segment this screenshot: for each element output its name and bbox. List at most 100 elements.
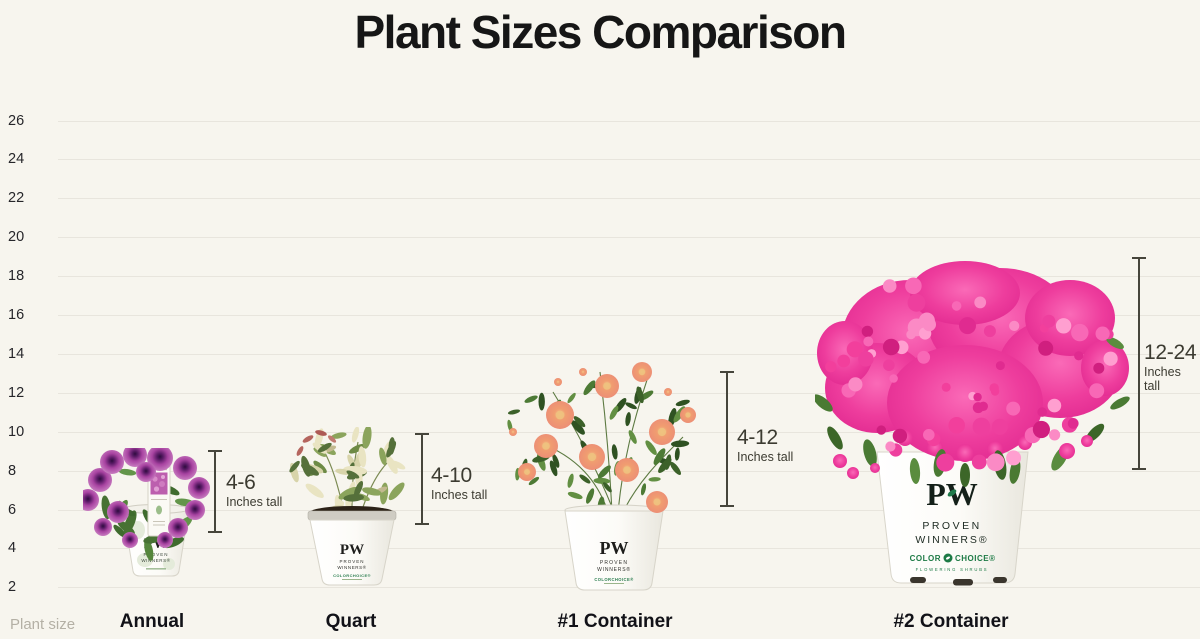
leaf-shape [362, 487, 382, 496]
leaf-shape [567, 392, 576, 404]
pot-proven-text: PROVEN [143, 552, 168, 557]
blossom-shape [905, 277, 922, 295]
leaf-shape [628, 430, 637, 444]
pot-choice-text: CHOICE® [955, 554, 996, 563]
height-range: 4-10 [431, 464, 472, 487]
leaf-shape [331, 432, 347, 439]
leaf-shape [658, 458, 672, 473]
leaf-shape [567, 491, 583, 500]
blossom-shape [892, 428, 908, 444]
leaf-shape [602, 482, 612, 493]
leaf-shape [538, 392, 545, 411]
quart-red-tips [296, 430, 337, 456]
leaf-shape [118, 468, 137, 476]
leaf-shape [609, 405, 619, 420]
leaf-shape [597, 465, 611, 479]
blossom-shape [978, 401, 988, 411]
blossom-shape [858, 351, 874, 367]
y-tick-label: 6 [8, 501, 17, 518]
blossom-shape [1067, 418, 1079, 429]
leaf-shape [671, 440, 690, 448]
blossom-shape [907, 293, 926, 312]
blossom-shape [995, 361, 1005, 371]
blossom-shape [948, 417, 965, 434]
y-tick-label: 14 [8, 345, 25, 362]
c2-hanging-blossoms [833, 435, 1093, 479]
height-range: 4-12 [737, 426, 778, 449]
leaf-shape [335, 468, 351, 475]
leaf-shape [625, 412, 631, 427]
measure-bracket-annual [208, 450, 222, 533]
pot-colorchoice-text: COLORCHOICE® [333, 573, 371, 578]
leaf-shape [573, 416, 586, 428]
leaf-shape [289, 460, 300, 473]
leaf-shape [586, 488, 595, 504]
c2-pot: PW PROVEN WINNERS® COLOR CHOICE® FLOWERI… [876, 451, 1029, 586]
blossom-shape [861, 325, 874, 338]
measure-label-quart: 4-10 Inches tall [431, 464, 487, 502]
blossom-shape [989, 383, 999, 393]
gridline [58, 315, 1200, 316]
gridline [58, 353, 1200, 355]
page-title: Plant Sizes Comparison [354, 6, 847, 58]
measure-bracket-2container [1132, 257, 1146, 470]
y-tick-label: 12 [8, 384, 25, 401]
leaf-shape [338, 486, 359, 500]
leaf-shape [583, 380, 596, 396]
measure-label-1container: 4-12 Inches tall [737, 426, 793, 464]
blossom-shape [922, 317, 936, 332]
c2-flower-texture [825, 277, 1118, 472]
blossom-shape [1032, 420, 1050, 439]
pw-leaf-icon [947, 489, 957, 497]
leaf-shape [390, 460, 406, 470]
gridline [58, 276, 1200, 278]
pot-proven-text: PROVEN [600, 560, 628, 566]
x-axis-label: Plant size [10, 616, 76, 633]
y-tick-label: 18 [8, 268, 25, 285]
leaf-shape [625, 402, 637, 410]
leaf-shape [593, 477, 611, 484]
quart-pot: PW PROVEN WINNERS® COLORCHOICE® [307, 506, 397, 586]
blossom-shape [983, 325, 996, 338]
leaf-shape [305, 483, 324, 498]
leaf-shape [653, 448, 666, 465]
leaf-shape [640, 483, 647, 496]
leaf-shape [144, 539, 154, 561]
leaf-shape [385, 454, 398, 474]
y-tick-label: 22 [8, 190, 25, 207]
gridline [58, 198, 1200, 200]
gridline [58, 392, 1200, 394]
c1-roses [509, 362, 696, 513]
y-tick-label: 2 [8, 579, 17, 596]
height-range: 12-24 [1144, 341, 1197, 364]
category-label-quart: Quart [325, 611, 377, 632]
measure-bracket-1container [720, 371, 734, 507]
pot-color-text: COLOR [910, 554, 941, 563]
blossom-shape [1074, 351, 1084, 361]
blossom-shape [883, 359, 895, 371]
leaf-shape [351, 427, 360, 443]
leaf-shape [358, 446, 367, 468]
blossom-shape [1047, 398, 1062, 413]
y-tick-label: 26 [8, 112, 25, 129]
leaf-shape [353, 480, 364, 498]
blossom-shape [1037, 407, 1047, 417]
blossom-shape [1006, 401, 1021, 416]
leaf-shape [113, 524, 127, 538]
blossom-shape [936, 453, 955, 472]
leaf-shape [301, 455, 311, 477]
y-tick-label: 24 [8, 151, 25, 168]
y-tick-label: 4 [8, 540, 17, 557]
pot-proven-text: PROVEN [339, 559, 364, 564]
leaf-shape [507, 409, 521, 415]
category-label-annual: Annual [119, 611, 185, 632]
category-label-1container: #1 Container [557, 611, 673, 632]
blossom-shape [863, 336, 874, 347]
leaf-shape [117, 520, 135, 535]
blossom-shape [882, 338, 900, 356]
blossom-shape [837, 354, 851, 368]
blossom-shape [974, 296, 987, 309]
leaf-shape [670, 461, 681, 476]
blossom-shape [876, 425, 886, 435]
